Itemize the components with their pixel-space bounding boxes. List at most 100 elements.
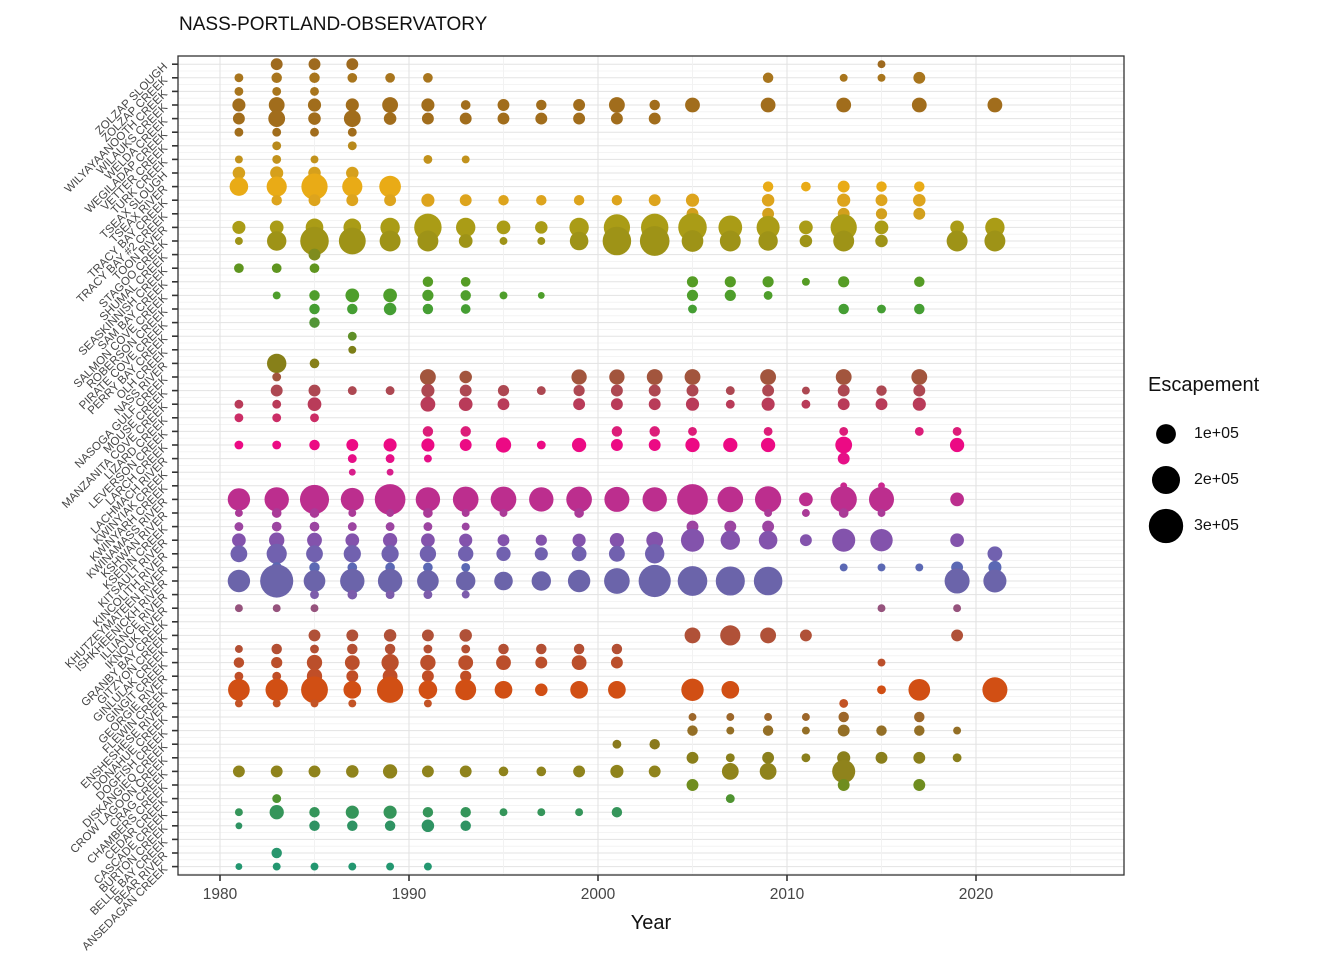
data-point (421, 193, 435, 207)
data-point (953, 726, 962, 735)
data-point (573, 194, 585, 206)
data-point (422, 276, 434, 288)
data-point (830, 486, 857, 513)
data-point (759, 763, 777, 780)
data-point (460, 670, 472, 682)
data-point (681, 678, 704, 701)
data-point (272, 154, 282, 164)
data-point (688, 426, 697, 436)
data-point (309, 562, 320, 573)
data-point (534, 547, 548, 561)
data-point (758, 530, 778, 550)
data-point (348, 345, 357, 354)
data-point (984, 230, 1006, 252)
data-point (272, 291, 281, 300)
data-point (268, 97, 285, 113)
data-point (343, 680, 362, 699)
data-point (460, 806, 471, 818)
data-point (572, 533, 586, 547)
data-point (571, 546, 587, 562)
data-point (376, 676, 404, 703)
data-point (269, 220, 284, 235)
data-point (264, 487, 289, 512)
data-point (604, 486, 630, 512)
data-point (340, 487, 364, 511)
data-point (573, 99, 586, 111)
data-point (272, 794, 282, 804)
data-point (575, 808, 584, 817)
panel-border (177, 55, 1125, 876)
data-point (950, 533, 964, 548)
data-point (877, 563, 886, 572)
data-point (422, 806, 434, 818)
data-point (309, 508, 320, 518)
data-point (421, 765, 434, 778)
data-point (952, 426, 962, 436)
data-point (952, 753, 962, 763)
data-point (570, 680, 588, 699)
data-point (721, 680, 740, 699)
data-point (913, 779, 926, 791)
data-point (610, 656, 623, 669)
data-point (799, 220, 813, 235)
data-point (648, 765, 661, 778)
data-point (272, 372, 282, 382)
data-point (609, 369, 625, 385)
data-point (914, 181, 925, 192)
data-point (801, 713, 810, 721)
data-point (535, 221, 548, 234)
data-point (234, 86, 244, 96)
data-point (801, 726, 810, 735)
data-point (461, 562, 471, 572)
data-point (835, 436, 853, 454)
data-point (309, 806, 320, 818)
data-point (347, 331, 357, 341)
data-point (837, 398, 850, 411)
data-point (345, 533, 360, 548)
data-point (913, 71, 926, 84)
data-point (531, 571, 551, 591)
data-point (382, 533, 398, 548)
data-point (271, 72, 282, 84)
data-point (573, 385, 585, 397)
data-point (756, 215, 780, 239)
data-point (799, 534, 812, 547)
data-point (307, 532, 322, 548)
data-point (908, 678, 931, 701)
data-point (608, 97, 625, 113)
data-point (720, 625, 741, 646)
data-point (801, 753, 811, 763)
data-point (838, 276, 850, 288)
data-point (537, 808, 546, 817)
data-point (914, 711, 925, 723)
data-point (383, 629, 397, 642)
data-point (535, 683, 548, 697)
data-point (686, 751, 699, 764)
data-point (876, 385, 887, 396)
data-point (838, 508, 849, 518)
data-point (799, 234, 813, 248)
data-point (309, 820, 320, 832)
data-point (914, 426, 924, 436)
data-point (456, 571, 476, 591)
data-point (760, 627, 777, 644)
data-point (308, 384, 321, 397)
data-point (423, 72, 433, 83)
data-point (260, 564, 294, 598)
data-point (234, 73, 244, 83)
data-point (610, 398, 623, 411)
data-point (915, 563, 924, 572)
data-point (270, 58, 283, 71)
data-point (913, 207, 926, 220)
data-point (309, 303, 320, 315)
data-point (420, 654, 436, 671)
data-point (385, 454, 395, 464)
data-point (753, 566, 783, 596)
data-point (498, 766, 509, 777)
data-point (384, 820, 396, 832)
data-point (870, 529, 893, 552)
data-point (421, 670, 434, 683)
data-point (272, 699, 281, 708)
data-point (385, 72, 395, 83)
